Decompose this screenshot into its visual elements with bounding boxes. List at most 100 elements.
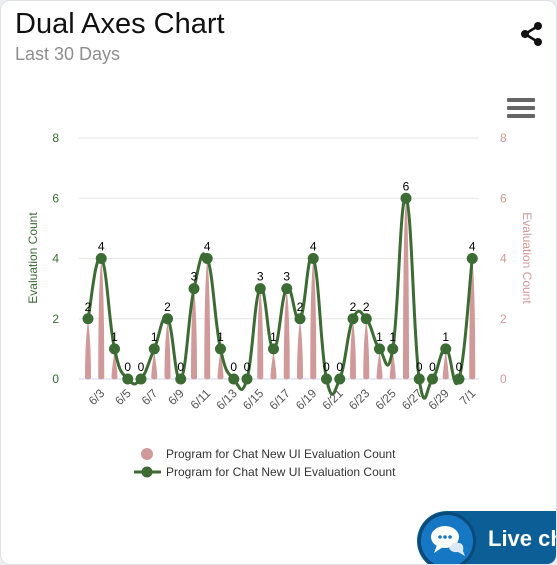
line-point — [95, 253, 107, 264]
y-left-tick-label: 2 — [52, 312, 59, 326]
data-label: 1 — [111, 330, 118, 344]
bar — [191, 290, 197, 380]
bar — [376, 350, 383, 380]
line-point — [334, 373, 346, 385]
line-point — [427, 373, 438, 385]
line-point — [294, 313, 306, 325]
line-point — [135, 373, 147, 385]
y-left-tick-label: 8 — [52, 131, 59, 145]
live-chat-label: Live ch — [488, 526, 557, 551]
menu-bar — [507, 106, 535, 110]
data-label: 2 — [85, 300, 92, 314]
x-tick-label: 6/23 — [346, 386, 373, 413]
data-label: 0 — [456, 360, 463, 374]
x-tick-label: 6/19 — [293, 386, 320, 413]
line-point — [175, 373, 187, 385]
line-point — [241, 373, 253, 385]
live-chat-button[interactable]: Live ch — [417, 511, 557, 564]
bar — [270, 350, 277, 380]
menu-bar — [507, 114, 535, 118]
data-label: 4 — [98, 240, 105, 254]
data-label: 1 — [217, 330, 224, 344]
data-label: 0 — [416, 360, 423, 374]
legend-marker-bar — [141, 448, 153, 460]
bar — [297, 320, 303, 380]
line-point — [188, 283, 200, 295]
data-label: 3 — [257, 270, 264, 284]
line-point — [268, 343, 279, 355]
legend-label-bar: Program for Chat New UI Evaluation Count — [166, 447, 396, 461]
data-label: 3 — [191, 270, 198, 284]
data-label: 2 — [350, 300, 357, 314]
line-point — [148, 343, 160, 355]
y-right-tick-label: 4 — [500, 252, 507, 266]
data-label: 2 — [164, 300, 171, 314]
line-point — [453, 373, 465, 385]
x-tick-label: 6/25 — [372, 386, 399, 413]
line-point — [82, 313, 94, 325]
y-right-tick-label: 6 — [500, 191, 507, 205]
data-label: 0 — [429, 360, 436, 374]
data-label: 0 — [323, 360, 330, 374]
y-left-tick-label: 4 — [52, 252, 59, 266]
x-tick-label: 6/17 — [266, 386, 293, 413]
bar — [164, 320, 171, 380]
x-tick-label: 6/7 — [139, 386, 161, 408]
bar — [283, 290, 290, 380]
series-line — [86, 196, 474, 400]
line-point — [440, 343, 452, 355]
bar — [363, 320, 370, 380]
bar — [257, 290, 264, 380]
hamburger-menu-icon[interactable] — [507, 98, 535, 120]
bar — [389, 350, 396, 380]
y-left-tick-label: 6 — [52, 191, 59, 205]
data-label: 0 — [336, 360, 343, 374]
line-point — [162, 313, 173, 325]
data-label: 4 — [310, 240, 317, 254]
legend-marker-point — [141, 466, 153, 478]
x-tick-label: 6/5 — [112, 386, 134, 408]
share-icon[interactable] — [520, 21, 544, 47]
x-tick-label: 6/15 — [240, 386, 267, 413]
legend-label-line: Program for Chat New UI Evaluation Count — [166, 465, 396, 479]
data-label: 1 — [389, 330, 396, 344]
line-point — [215, 343, 226, 355]
bar — [310, 260, 317, 380]
line-point — [122, 373, 134, 385]
x-tick-label: 6/9 — [165, 386, 187, 408]
chat-bubble-icon — [418, 512, 476, 564]
y-right-tick-label: 2 — [500, 312, 507, 326]
data-label: 2 — [297, 300, 304, 314]
data-label: 0 — [244, 360, 251, 374]
line-point — [347, 313, 359, 325]
x-tick-label: 6/21 — [319, 386, 346, 413]
data-label: 4 — [204, 240, 211, 254]
line-point — [109, 343, 120, 355]
chart-title: Dual Axes Chart — [15, 8, 225, 40]
bar — [111, 350, 118, 380]
data-label: 1 — [151, 330, 158, 344]
line-point — [413, 373, 425, 385]
y-right-tick-label: 8 — [500, 131, 507, 145]
chart-subtitle: Last 30 Days — [15, 44, 121, 64]
line-point — [400, 192, 412, 204]
x-tick-label: 6/13 — [213, 386, 240, 413]
y-right-tick-label: 0 — [500, 372, 507, 386]
bar — [98, 260, 105, 380]
line-point — [466, 253, 478, 264]
bar — [151, 350, 158, 380]
x-tick-label: 6/3 — [86, 386, 108, 408]
data-label: 0 — [138, 360, 145, 374]
bar — [217, 350, 224, 380]
bar — [85, 320, 91, 380]
data-label: 6 — [403, 179, 410, 193]
bar — [204, 260, 211, 380]
data-label: 1 — [270, 330, 277, 344]
line-point — [307, 253, 319, 264]
y-right-axis-title: Evaluation Count — [520, 212, 534, 304]
bar — [403, 200, 409, 380]
bar — [350, 320, 356, 380]
x-tick-label: 6/11 — [188, 386, 214, 412]
